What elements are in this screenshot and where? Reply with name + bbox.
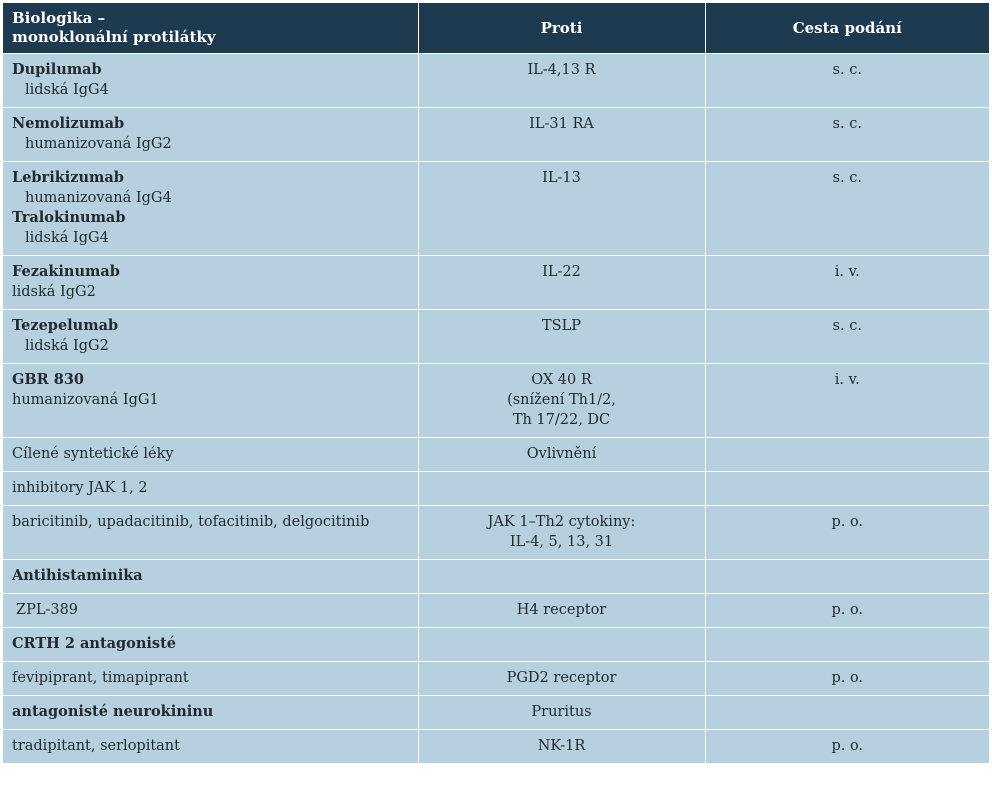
drug-cell: Lebrikizumab humanizovaná IgG4 Tralokinu… xyxy=(3,161,419,256)
drug-type-2: lidská IgG4 xyxy=(25,230,109,246)
route-cell: i. v. xyxy=(705,363,989,438)
target-line: (snížení Th1/2, xyxy=(507,392,616,408)
drug-name-2: Tralokinumab xyxy=(12,209,126,226)
target-line: Th 17/22, DC xyxy=(512,412,611,428)
table-row: fevipiprant, timapiprant PGD2 receptor p… xyxy=(3,661,989,696)
target-cell: IL-22 xyxy=(418,255,706,310)
target-cell: JAK 1–Th2 cytokiny: IL-4, 5, 13, 31 xyxy=(418,505,706,560)
target-cell: TSLP xyxy=(418,309,706,364)
drug-cell: GBR 830 humanizovaná IgG1 xyxy=(3,363,419,438)
drug-name: Dupilumab xyxy=(12,61,102,78)
table-row: Dupilumab lidská IgG4 IL-4,13 R s. c. xyxy=(3,53,989,108)
table-row: ZPL-389 H4 receptor p. o. xyxy=(3,593,989,628)
header-route: Cesta podání xyxy=(705,3,989,54)
drug-table: Biologika – monoklonální protilátky Prot… xyxy=(3,3,989,763)
category-cell: Antihistaminika xyxy=(3,559,419,594)
drug-cell: Cílené syntetické léky xyxy=(3,437,419,472)
drug-cell: Dupilumab lidská IgG4 xyxy=(3,53,419,108)
drug-name: GBR 830 xyxy=(12,371,85,388)
drug-cell: Fezakinumab lidská IgG2 xyxy=(3,255,419,310)
target-cell xyxy=(418,559,706,594)
target-cell: IL-13 xyxy=(418,161,706,256)
category-cell: antagonisté neurokininu xyxy=(3,695,419,730)
drug-cell: tradipitant, serlopitant xyxy=(3,729,419,763)
table-row: tradipitant, serlopitant NK-1R p. o. xyxy=(3,729,989,763)
target-cell: PGD2 receptor xyxy=(418,661,706,696)
drug-cell: inhibitory JAK 1, 2 xyxy=(3,471,419,506)
route-cell xyxy=(705,627,989,662)
table-row: Antihistaminika xyxy=(3,559,989,594)
route-cell: i. v. xyxy=(705,255,989,310)
table-row: Cílené syntetické léky Ovlivnění xyxy=(3,437,989,472)
target-line: IL-4, 5, 13, 31 xyxy=(509,534,614,550)
header-biologics-line2: monoklonální protilátky xyxy=(12,28,216,46)
header-biologics-line1: Biologika – xyxy=(12,9,106,27)
target-cell xyxy=(418,627,706,662)
route-cell: p. o. xyxy=(705,505,989,560)
route-cell: s. c. xyxy=(705,53,989,108)
target-cell: Ovlivnění xyxy=(418,437,706,472)
table-row: Tezepelumab lidská IgG2 TSLP s. c. xyxy=(3,309,989,364)
route-cell: s. c. xyxy=(705,309,989,364)
target-line: OX 40 R xyxy=(531,372,592,388)
route-cell: s. c. xyxy=(705,161,989,256)
target-cell xyxy=(418,471,706,506)
target-cell: H4 receptor xyxy=(418,593,706,628)
drug-name: Nemolizumab xyxy=(12,115,125,132)
drug-name: Fezakinumab xyxy=(12,263,120,280)
table-row: antagonisté neurokininu Pruritus xyxy=(3,695,989,730)
target-cell: Pruritus xyxy=(418,695,706,730)
route-cell xyxy=(705,559,989,594)
table-row: Fezakinumab lidská IgG2 IL-22 i. v. xyxy=(3,255,989,310)
drug-type: humanizovaná IgG4 xyxy=(25,190,172,206)
table-row: GBR 830 humanizovaná IgG1 OX 40 R (sníže… xyxy=(3,363,989,438)
target-cell: IL-4,13 R xyxy=(418,53,706,108)
table-row: CRTH 2 antagonisté xyxy=(3,627,989,662)
table-header: Biologika – monoklonální protilátky Prot… xyxy=(3,3,989,54)
drug-type: lidská IgG2 xyxy=(12,284,96,300)
drug-cell: fevipiprant, timapiprant xyxy=(3,661,419,696)
target-line: JAK 1–Th2 cytokiny: xyxy=(487,514,636,530)
drug-cell: ZPL-389 xyxy=(3,593,419,628)
table-row: Nemolizumab humanizovaná IgG2 IL-31 RA s… xyxy=(3,107,989,162)
drug-name: Tezepelumab xyxy=(12,317,119,334)
category-cell: CRTH 2 antagonisté xyxy=(3,627,419,662)
route-cell xyxy=(705,471,989,506)
target-cell: IL-31 RA xyxy=(418,107,706,162)
route-cell: p. o. xyxy=(705,729,989,763)
drug-name: Lebrikizumab xyxy=(12,169,124,186)
table-row: inhibitory JAK 1, 2 xyxy=(3,471,989,506)
drug-type: humanizovaná IgG2 xyxy=(25,136,172,152)
drug-cell: Tezepelumab lidská IgG2 xyxy=(3,309,419,364)
route-cell: s. c. xyxy=(705,107,989,162)
route-cell xyxy=(705,437,989,472)
route-cell: p. o. xyxy=(705,593,989,628)
target-cell: OX 40 R (snížení Th1/2, Th 17/22, DC xyxy=(418,363,706,438)
drug-type: humanizovaná IgG1 xyxy=(12,392,159,408)
drug-type: lidská IgG2 xyxy=(25,338,109,354)
drug-cell: Nemolizumab humanizovaná IgG2 xyxy=(3,107,419,162)
route-cell xyxy=(705,695,989,730)
header-target: Proti xyxy=(418,3,706,54)
table-row: baricitinib, upadacitinib, tofacitinib, … xyxy=(3,505,989,560)
target-cell: NK-1R xyxy=(418,729,706,763)
drug-name: ZPL-389 xyxy=(16,602,79,618)
drug-cell: baricitinib, upadacitinib, tofacitinib, … xyxy=(3,505,419,560)
table-row: Lebrikizumab humanizovaná IgG4 Tralokinu… xyxy=(3,161,989,256)
header-biologics: Biologika – monoklonální protilátky xyxy=(3,3,419,54)
route-cell: p. o. xyxy=(705,661,989,696)
drug-type: lidská IgG4 xyxy=(25,82,109,98)
